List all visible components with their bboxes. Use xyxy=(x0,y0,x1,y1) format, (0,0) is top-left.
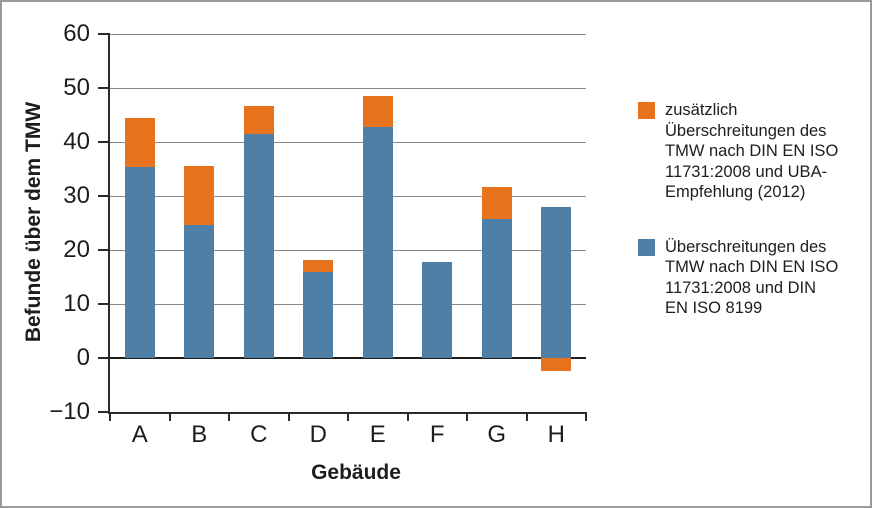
x-category-label: A xyxy=(131,421,148,448)
x-category-label: F xyxy=(429,421,445,448)
x-tick xyxy=(347,412,349,421)
zero-line xyxy=(110,357,586,359)
bar-segment-orange xyxy=(303,260,334,273)
x-category-label: E xyxy=(369,421,386,448)
x-tick xyxy=(466,412,468,421)
bar-segment-orange xyxy=(541,358,572,371)
y-tick xyxy=(98,87,110,89)
bar-segment-blue xyxy=(422,262,453,358)
x-category-label: H xyxy=(547,421,565,448)
y-tick xyxy=(98,33,110,35)
gridline xyxy=(110,88,586,89)
bar-segment-blue xyxy=(541,206,572,358)
y-tick xyxy=(98,357,110,359)
x-tick xyxy=(525,412,528,421)
y-tick-label: 50 xyxy=(63,74,90,101)
bar-segment-blue xyxy=(124,166,155,358)
x-axis-title: Gebäude xyxy=(311,461,401,484)
x-tick xyxy=(109,412,111,421)
legend-swatch-orange xyxy=(638,102,655,119)
bar-segment-orange xyxy=(124,117,155,167)
legend-swatch-blue xyxy=(638,238,655,256)
x-category-label: B xyxy=(191,421,208,448)
gridline xyxy=(110,196,586,197)
y-tick-label: 0 xyxy=(76,344,90,371)
y-tick-label: 30 xyxy=(63,182,90,209)
bar-segment-blue xyxy=(303,272,334,358)
plot-area: 60 50 40 30 20 10 0 −10 A B C D E F G H xyxy=(49,20,587,448)
legend-label-orange: zusätzlich Überschreitungen des TMW nach… xyxy=(665,101,839,201)
gridline xyxy=(110,250,586,251)
bar-segment-orange xyxy=(243,105,274,135)
legend: zusätzlich Überschreitungen des TMW nach… xyxy=(638,100,864,319)
x-tick xyxy=(585,412,587,421)
x-tick xyxy=(406,412,409,421)
x-tick xyxy=(287,412,290,421)
y-tick-label: 40 xyxy=(63,128,90,155)
gridline xyxy=(110,34,586,35)
bar-segment-blue xyxy=(184,224,215,358)
x-category-label: G xyxy=(487,421,507,448)
bar-segment-orange xyxy=(481,186,512,219)
x-category-label: C xyxy=(250,421,268,448)
bar-segment-blue xyxy=(481,218,512,358)
legend-item-orange: zusätzlich Überschreitungen des TMW nach… xyxy=(638,100,864,203)
legend-item-blue: Überschreitungen des TMW nach DIN EN ISO… xyxy=(638,237,864,319)
y-tick xyxy=(98,249,110,251)
y-tick xyxy=(98,303,110,305)
gridline xyxy=(110,304,586,305)
bar-segment-orange xyxy=(184,166,215,225)
y-tick xyxy=(98,411,110,413)
y-tick xyxy=(98,141,110,143)
x-tick xyxy=(228,412,230,421)
bar-segment-blue xyxy=(362,127,393,358)
y-tick-label: 60 xyxy=(63,20,90,47)
bar-segment-blue xyxy=(243,134,274,358)
x-category-label: D xyxy=(309,421,327,448)
legend-label-blue: Überschreitungen des TMW nach DIN EN ISO… xyxy=(665,237,839,318)
y-tick-label: −10 xyxy=(49,398,90,425)
y-tick-label: 10 xyxy=(63,290,90,317)
y-tick-label: 20 xyxy=(63,236,90,263)
gridline xyxy=(110,142,586,143)
x-tick xyxy=(168,412,171,421)
bar-segment-orange xyxy=(362,96,393,128)
y-tick xyxy=(98,195,110,197)
